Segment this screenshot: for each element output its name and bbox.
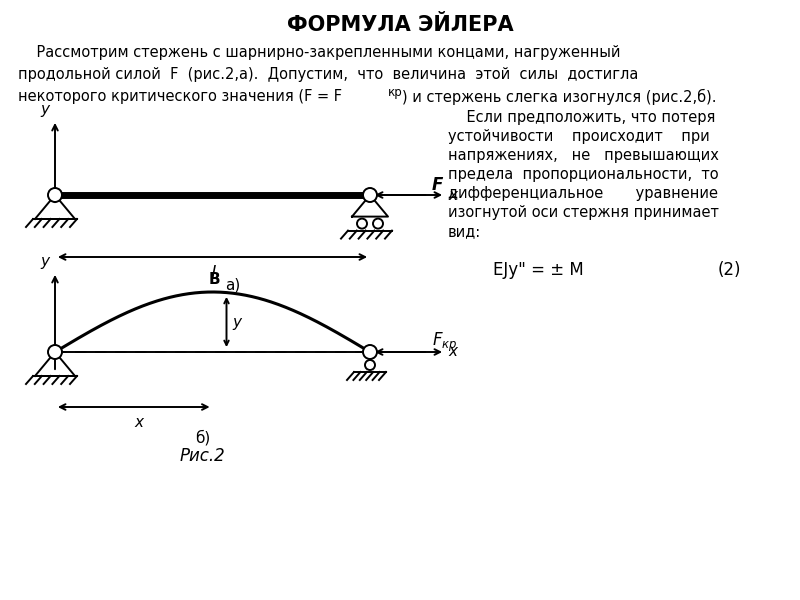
- Text: кр: кр: [388, 86, 402, 99]
- Text: вид:: вид:: [448, 224, 482, 239]
- Text: некоторого критического значения (F = F: некоторого критического значения (F = F: [18, 89, 342, 104]
- Text: изогнутой оси стержня принимает: изогнутой оси стержня принимает: [448, 205, 719, 220]
- Text: x: x: [134, 415, 143, 430]
- Circle shape: [48, 188, 62, 202]
- Text: Рассмотрим стержень с шарнирно-закрепленными концами, нагруженный: Рассмотрим стержень с шарнирно-закреплен…: [18, 45, 621, 60]
- Circle shape: [363, 345, 377, 359]
- Text: x: x: [448, 187, 457, 202]
- Circle shape: [48, 345, 62, 359]
- Text: ФОРМУЛА ЭЙЛЕРА: ФОРМУЛА ЭЙЛЕРА: [286, 15, 514, 35]
- Circle shape: [365, 360, 375, 370]
- Text: l: l: [210, 265, 215, 283]
- Text: напряжениях,   не   превышающих: напряжениях, не превышающих: [448, 148, 719, 163]
- Text: б): б): [195, 430, 210, 446]
- Text: EJy" = ± M: EJy" = ± M: [493, 261, 584, 279]
- Text: дифференциальное       уравнение: дифференциальное уравнение: [448, 186, 718, 201]
- Text: y: y: [41, 102, 50, 117]
- Text: y: y: [41, 254, 50, 269]
- Text: x: x: [448, 344, 457, 359]
- Text: Рис.2: Рис.2: [180, 447, 226, 465]
- Text: ) и стержень слегка изогнулся (рис.2,б).: ) и стержень слегка изогнулся (рис.2,б).: [402, 89, 717, 105]
- Text: B: B: [209, 272, 220, 287]
- Circle shape: [357, 218, 367, 229]
- Text: y: y: [233, 314, 242, 329]
- Text: F: F: [432, 176, 443, 194]
- Text: предела  пропорциональности,  то: предела пропорциональности, то: [448, 167, 718, 182]
- Circle shape: [363, 188, 377, 202]
- Text: (2): (2): [718, 261, 742, 279]
- Text: Если предположить, что потеря: Если предположить, что потеря: [448, 110, 715, 125]
- Text: а): а): [225, 277, 240, 292]
- Text: устойчивости    происходит    при: устойчивости происходит при: [448, 129, 710, 144]
- Circle shape: [373, 218, 383, 229]
- Text: продольной силой  F  (рис.2,а).  Допустим,  что  величина  этой  силы  достигла: продольной силой F (рис.2,а). Допустим, …: [18, 67, 638, 82]
- Text: $F_{кр}$: $F_{кр}$: [432, 331, 458, 353]
